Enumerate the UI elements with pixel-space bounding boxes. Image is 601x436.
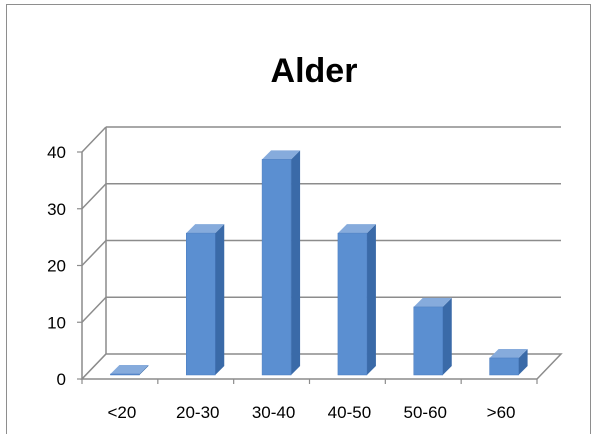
x-tick-label: 30-40: [252, 403, 295, 422]
axis-layer: [77, 127, 563, 384]
bar-front: [261, 159, 292, 376]
bar-side: [291, 150, 301, 375]
bar-front: [110, 373, 140, 376]
bar-front: [186, 232, 216, 376]
bar: [186, 224, 225, 376]
gridline-diagonal: [81, 183, 107, 210]
x-tick-label: 20-30: [176, 403, 219, 422]
gridline-diagonal: [81, 239, 107, 267]
bar-top: [413, 297, 452, 307]
bar: [413, 297, 452, 376]
chart-frame: [6, 4, 591, 434]
gridline-diagonal: [81, 126, 107, 153]
x-tick-label: 40-50: [328, 403, 371, 422]
bar-front: [489, 357, 519, 376]
bar-front: [337, 232, 368, 376]
bar-top: [186, 224, 225, 234]
bar-top: [337, 224, 376, 234]
bar-side: [139, 365, 149, 375]
bar: [261, 150, 301, 376]
bar-top: [110, 365, 149, 374]
x-tick-label: 50-60: [404, 403, 447, 422]
y-tick-label: 40: [47, 143, 66, 162]
y-tick-label: 10: [47, 313, 66, 332]
y-tick-label: 20: [47, 257, 66, 276]
bar-side: [442, 297, 452, 375]
bar-front: [413, 306, 443, 376]
bar-side: [215, 224, 225, 375]
gridline-diagonal: [81, 296, 107, 323]
bars-layer: [110, 150, 528, 376]
grid-layer: [81, 126, 561, 380]
bar: [110, 365, 149, 376]
x-tick-labels: <20 20-30 30-40 40-50 50-60 >60: [107, 403, 515, 422]
bar: [489, 348, 528, 376]
chart-title: Alder: [271, 52, 358, 90]
x-tick-label: <20: [107, 403, 136, 422]
y-tick-labels: 0 10 20 30 40: [47, 143, 66, 389]
x-tick-label: >60: [487, 403, 516, 422]
bar-top: [262, 150, 301, 160]
bar-top: [489, 348, 528, 358]
y-tick-label: 0: [57, 370, 66, 389]
bar-side: [518, 348, 528, 375]
bar-side: [366, 224, 376, 375]
floor-plane: [80, 353, 563, 380]
bar: [337, 224, 376, 376]
y-tick-label: 30: [47, 200, 66, 219]
